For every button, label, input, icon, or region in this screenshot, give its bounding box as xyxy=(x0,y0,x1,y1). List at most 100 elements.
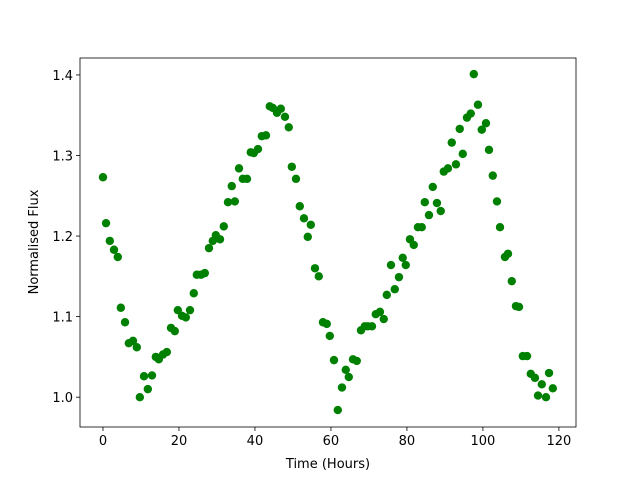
point xyxy=(541,392,551,402)
point xyxy=(105,236,115,246)
x-tick-label: 60 xyxy=(323,434,340,449)
point xyxy=(185,305,195,315)
point xyxy=(344,372,354,382)
point xyxy=(113,252,123,262)
point xyxy=(128,336,138,345)
point xyxy=(306,220,316,229)
point xyxy=(143,384,153,394)
point xyxy=(436,206,445,216)
point xyxy=(488,171,497,180)
point xyxy=(533,391,543,400)
point xyxy=(120,318,130,327)
point xyxy=(310,264,320,273)
point xyxy=(352,356,361,366)
point xyxy=(507,276,516,286)
x-tick-label: 0 xyxy=(99,434,107,449)
point xyxy=(223,198,233,207)
point xyxy=(101,218,111,228)
point xyxy=(379,314,388,324)
point xyxy=(132,343,141,352)
point xyxy=(382,290,391,300)
y-tick-label: 1.1 xyxy=(52,311,73,326)
point xyxy=(367,322,377,331)
point xyxy=(522,351,532,361)
point xyxy=(451,160,461,169)
point xyxy=(455,124,464,134)
point xyxy=(428,182,437,192)
point xyxy=(227,181,236,191)
point xyxy=(495,222,505,232)
point xyxy=(481,119,491,128)
point xyxy=(394,272,404,282)
point xyxy=(234,164,244,173)
point xyxy=(219,222,229,231)
point xyxy=(469,69,478,79)
point xyxy=(314,272,323,281)
point xyxy=(432,198,442,208)
point xyxy=(325,331,335,341)
point xyxy=(280,112,290,122)
y-tick-label: 1.4 xyxy=(52,69,73,84)
point xyxy=(409,240,418,250)
point xyxy=(386,260,396,270)
point xyxy=(514,302,524,312)
point xyxy=(390,285,399,294)
point xyxy=(477,125,486,134)
point xyxy=(375,307,385,316)
point xyxy=(299,214,309,223)
point xyxy=(204,243,214,253)
plot-frame xyxy=(79,57,577,428)
point xyxy=(458,149,467,159)
point xyxy=(544,368,554,378)
point xyxy=(492,197,502,206)
point xyxy=(333,405,342,415)
point xyxy=(287,162,297,171)
point xyxy=(109,245,119,254)
point xyxy=(230,197,240,206)
point xyxy=(537,380,547,389)
x-tick-label: 80 xyxy=(399,434,416,449)
point xyxy=(139,372,149,381)
point xyxy=(329,355,339,365)
x-tick-label: 40 xyxy=(247,434,264,449)
point xyxy=(443,164,453,173)
point xyxy=(398,253,407,263)
point xyxy=(215,235,225,244)
point xyxy=(341,365,350,374)
point xyxy=(170,326,179,336)
y-tick-label: 1.2 xyxy=(52,230,73,245)
point xyxy=(242,174,252,184)
point xyxy=(424,210,434,220)
point xyxy=(116,303,126,312)
point xyxy=(147,371,157,380)
point xyxy=(295,202,304,211)
x-tick-label: 120 xyxy=(546,434,571,449)
point xyxy=(473,100,483,109)
point xyxy=(253,144,263,154)
point xyxy=(417,222,426,232)
y-tick-label: 1.0 xyxy=(52,391,73,406)
point xyxy=(337,383,347,392)
point xyxy=(447,138,456,147)
point xyxy=(303,232,312,242)
point xyxy=(162,347,172,357)
point xyxy=(200,268,210,278)
x-axis-label: Time (Hours) xyxy=(285,457,370,472)
y-tick-label: 1.3 xyxy=(52,149,73,164)
point xyxy=(530,373,540,383)
point xyxy=(181,313,191,322)
point xyxy=(135,392,145,402)
x-tick-label: 100 xyxy=(471,434,496,449)
point xyxy=(548,384,558,393)
point xyxy=(503,249,513,258)
point xyxy=(189,289,198,298)
point xyxy=(401,260,410,270)
point xyxy=(322,319,331,329)
point xyxy=(291,174,301,184)
point xyxy=(466,109,475,118)
point xyxy=(420,198,429,207)
y-axis-label: Normalised Flux xyxy=(27,189,42,294)
point xyxy=(284,123,293,132)
